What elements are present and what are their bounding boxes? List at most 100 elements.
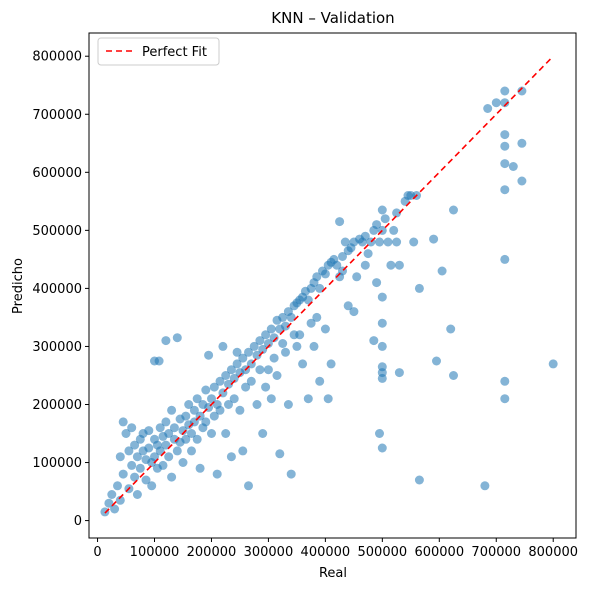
data-point <box>238 446 248 456</box>
data-point <box>340 237 350 247</box>
data-point <box>161 440 171 450</box>
data-point <box>369 336 379 346</box>
data-point <box>380 214 390 224</box>
data-point <box>130 440 140 450</box>
x-tick-label: 800000 <box>528 545 578 560</box>
data-point <box>201 385 211 395</box>
data-point <box>178 458 188 467</box>
data-point <box>187 429 196 438</box>
data-point <box>226 452 236 462</box>
y-tick-label: 0 <box>74 514 82 529</box>
data-point <box>195 463 205 473</box>
data-point <box>281 347 290 357</box>
data-point <box>235 405 245 415</box>
data-point <box>212 469 222 479</box>
data-point <box>483 104 493 113</box>
data-point <box>215 405 225 415</box>
y-tick-label: 100000 <box>32 456 82 471</box>
data-point <box>295 330 305 340</box>
data-point <box>269 333 279 343</box>
data-point <box>261 382 271 392</box>
data-point <box>113 481 122 491</box>
data-point <box>312 272 322 282</box>
data-point <box>320 324 330 334</box>
data-point <box>167 472 177 482</box>
data-point <box>263 365 273 375</box>
data-point <box>104 498 114 508</box>
data-point <box>363 249 373 259</box>
data-point <box>500 141 510 151</box>
data-point <box>338 252 347 261</box>
data-point <box>164 452 174 462</box>
data-point <box>275 449 285 459</box>
data-point <box>323 394 333 404</box>
data-point <box>204 350 214 360</box>
y-axis-label: Predicho <box>11 258 26 314</box>
plot-frame <box>88 32 577 539</box>
data-point <box>335 217 345 227</box>
data-point <box>172 446 182 456</box>
data-point <box>110 504 120 514</box>
data-point <box>132 490 142 499</box>
data-point <box>232 347 242 357</box>
x-tick-label: 300000 <box>244 545 294 560</box>
data-point <box>392 237 402 247</box>
perfect-fit-line <box>104 55 554 514</box>
data-point <box>377 318 387 328</box>
data-point <box>154 356 164 366</box>
data-point <box>258 344 268 354</box>
data-point <box>266 394 276 404</box>
data-point <box>281 321 290 331</box>
data-point <box>315 283 325 293</box>
data-point <box>246 376 256 386</box>
data-point <box>224 379 233 389</box>
data-point <box>429 234 439 244</box>
data-point <box>286 312 296 322</box>
data-point <box>127 423 137 433</box>
legend-box <box>97 37 220 66</box>
x-axis-ticks: 0 100000 200000 300000 400000 500000 600000 700… <box>93 538 578 560</box>
x-tick-label: 0 <box>93 545 101 560</box>
data-point <box>343 301 353 311</box>
data-point <box>118 469 128 479</box>
data-point <box>124 446 134 456</box>
data-point <box>167 405 177 415</box>
data-point <box>326 359 336 369</box>
data-point <box>241 382 251 392</box>
data-point <box>312 312 322 322</box>
data-point <box>118 417 128 427</box>
data-point <box>394 260 404 270</box>
data-point <box>500 185 510 195</box>
data-point <box>548 359 558 369</box>
chart-title: KNN – Validation <box>271 9 394 27</box>
data-point <box>164 429 174 438</box>
data-point <box>517 176 527 186</box>
data-point <box>115 452 125 462</box>
data-point <box>278 339 288 348</box>
data-point <box>249 341 259 351</box>
data-point <box>181 434 191 444</box>
data-point <box>229 394 239 404</box>
x-tick-label: 400000 <box>301 545 351 560</box>
data-point <box>352 272 362 282</box>
data-point <box>244 347 253 357</box>
data-point <box>360 231 370 241</box>
data-point <box>161 417 171 427</box>
data-point <box>386 260 396 270</box>
data-point <box>372 278 382 288</box>
data-point <box>500 159 510 169</box>
data-point <box>224 400 233 409</box>
data-point <box>517 138 527 148</box>
data-point <box>144 443 154 453</box>
data-point <box>207 394 216 404</box>
data-point <box>252 400 262 409</box>
data-point <box>500 394 510 404</box>
data-point <box>155 446 165 456</box>
data-point <box>150 452 159 462</box>
data-point <box>508 162 518 171</box>
data-point <box>500 254 510 264</box>
legend: Perfect Fit <box>97 37 220 66</box>
data-point <box>278 312 288 322</box>
data-point <box>263 339 273 348</box>
data-point <box>303 295 313 305</box>
